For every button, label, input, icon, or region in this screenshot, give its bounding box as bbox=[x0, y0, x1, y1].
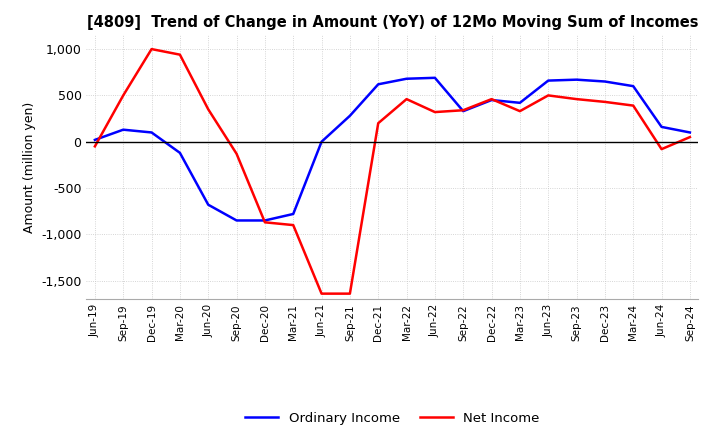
Net Income bbox=[459, 108, 467, 113]
Net Income bbox=[657, 147, 666, 152]
Title: [4809]  Trend of Change in Amount (YoY) of 12Mo Moving Sum of Incomes: [4809] Trend of Change in Amount (YoY) o… bbox=[86, 15, 698, 30]
Legend: Ordinary Income, Net Income: Ordinary Income, Net Income bbox=[240, 406, 545, 430]
Ordinary Income bbox=[657, 124, 666, 129]
Ordinary Income bbox=[685, 130, 694, 135]
Net Income bbox=[204, 106, 212, 112]
Ordinary Income bbox=[119, 127, 127, 132]
Net Income bbox=[685, 135, 694, 140]
Ordinary Income bbox=[516, 100, 524, 106]
Net Income bbox=[346, 291, 354, 296]
Ordinary Income bbox=[289, 211, 297, 216]
Ordinary Income bbox=[233, 218, 241, 223]
Ordinary Income bbox=[204, 202, 212, 207]
Ordinary Income bbox=[402, 76, 411, 81]
Ordinary Income bbox=[629, 84, 637, 89]
Ordinary Income bbox=[346, 113, 354, 118]
Net Income bbox=[233, 151, 241, 156]
Net Income bbox=[148, 47, 156, 52]
Net Income bbox=[402, 96, 411, 102]
Ordinary Income bbox=[374, 82, 382, 87]
Net Income bbox=[600, 99, 609, 105]
Line: Ordinary Income: Ordinary Income bbox=[95, 78, 690, 220]
Line: Net Income: Net Income bbox=[95, 49, 690, 293]
Net Income bbox=[176, 52, 184, 57]
Net Income bbox=[572, 96, 581, 102]
Net Income bbox=[91, 144, 99, 149]
Ordinary Income bbox=[261, 218, 269, 223]
Net Income bbox=[629, 103, 637, 108]
Net Income bbox=[119, 93, 127, 98]
Ordinary Income bbox=[544, 78, 552, 83]
Net Income bbox=[516, 109, 524, 114]
Ordinary Income bbox=[431, 75, 439, 81]
Ordinary Income bbox=[91, 137, 99, 143]
Net Income bbox=[289, 223, 297, 228]
Ordinary Income bbox=[318, 139, 326, 144]
Net Income bbox=[374, 121, 382, 126]
Ordinary Income bbox=[176, 150, 184, 155]
Net Income bbox=[318, 291, 326, 296]
Net Income bbox=[487, 96, 496, 102]
Y-axis label: Amount (million yen): Amount (million yen) bbox=[22, 102, 35, 233]
Ordinary Income bbox=[487, 97, 496, 103]
Ordinary Income bbox=[459, 109, 467, 114]
Ordinary Income bbox=[600, 79, 609, 84]
Net Income bbox=[544, 93, 552, 98]
Ordinary Income bbox=[572, 77, 581, 82]
Ordinary Income bbox=[148, 130, 156, 135]
Net Income bbox=[431, 110, 439, 115]
Net Income bbox=[261, 220, 269, 225]
